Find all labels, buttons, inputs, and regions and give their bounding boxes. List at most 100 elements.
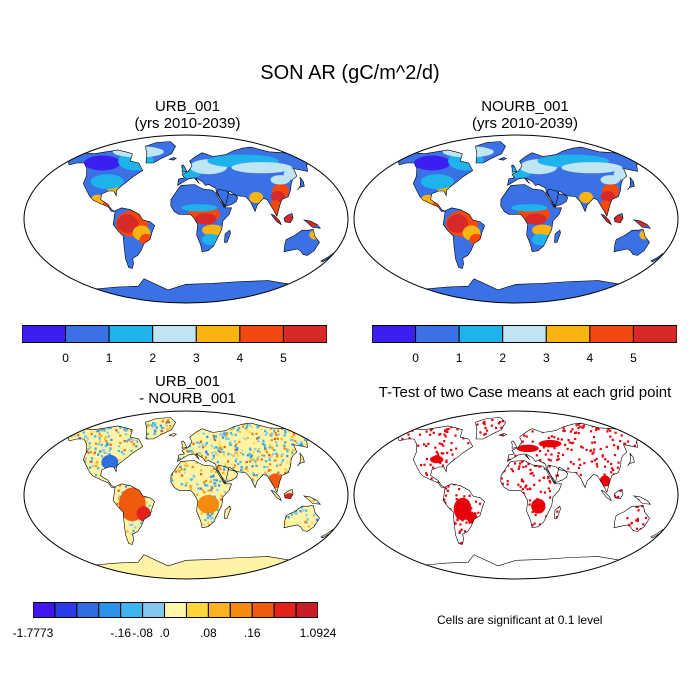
- grid-cell: [95, 474, 97, 476]
- grid-cell: [291, 452, 293, 454]
- grid-cell: [154, 422, 156, 424]
- grid-cell: [264, 444, 266, 446]
- grid-cell: [221, 484, 223, 486]
- grid-cell: [261, 454, 263, 456]
- grid-cell: [256, 443, 258, 445]
- significant-cell: [531, 430, 533, 432]
- grid-cell: [96, 430, 98, 432]
- grid-cell: [217, 454, 219, 456]
- significant-cell: [583, 462, 585, 464]
- grid-cell: [192, 466, 194, 468]
- grid-cell: [202, 446, 204, 448]
- grid-cell: [92, 465, 94, 467]
- grid-cell: [76, 429, 78, 431]
- grid-cell: [288, 516, 290, 518]
- grid-cell: [154, 424, 156, 426]
- significant-cell: [580, 446, 582, 448]
- significant-cell: [434, 447, 436, 449]
- significant-cell: [491, 419, 493, 421]
- significant-cell: [591, 442, 593, 444]
- grid-cell: [108, 435, 110, 437]
- grid-cell: [211, 452, 213, 454]
- colorbar-tick-label: 2: [149, 351, 156, 365]
- significant-cell: [570, 430, 572, 432]
- grid-cell: [109, 447, 111, 449]
- grid-cell: [87, 423, 89, 425]
- significant-cell: [495, 427, 497, 429]
- significant-cell: [486, 430, 488, 432]
- significant-cell: [454, 435, 456, 437]
- colorbar-tick-label: 0: [412, 351, 419, 365]
- grid-cell: [240, 469, 242, 471]
- significant-cell: [613, 444, 615, 446]
- grid-cell: [289, 454, 291, 456]
- grid-cell: [247, 470, 249, 472]
- grid-cell: [255, 463, 257, 465]
- grid-cell: [214, 482, 216, 484]
- colorbar-tick-label: 4: [237, 351, 244, 365]
- grid-cell: [230, 432, 232, 434]
- significant-cell: [469, 495, 471, 497]
- grid-cell: [90, 431, 92, 433]
- grid-cell: [223, 468, 225, 470]
- grid-cell: [265, 460, 267, 462]
- significant-cell: [564, 444, 566, 446]
- grid-cell: [171, 479, 173, 481]
- grid-cell: [301, 444, 303, 446]
- panel-diff-title-line1: URB_001: [25, 373, 350, 390]
- grid-cell: [287, 461, 289, 463]
- ocean: [354, 411, 678, 579]
- grid-cell: [265, 473, 267, 475]
- significant-cell: [521, 461, 523, 463]
- significant-cell: [594, 441, 596, 443]
- grid-cell: [186, 450, 188, 452]
- grid-cell: [117, 431, 119, 433]
- grid-cell: [263, 455, 265, 457]
- grid-cell: [84, 425, 86, 427]
- grid-cell: [220, 498, 222, 500]
- colorbar-swatch: [546, 326, 590, 343]
- land-region-17: [182, 204, 218, 211]
- grid-cell: [251, 465, 253, 467]
- grid-cell: [275, 430, 277, 432]
- grid-cell: [235, 452, 237, 454]
- grid-cell: [94, 435, 96, 437]
- significant-cell: [439, 442, 441, 444]
- significant-cell: [433, 432, 435, 434]
- grid-cell: [50, 545, 52, 547]
- grid-cell: [114, 435, 116, 437]
- grid-cell: [336, 459, 338, 461]
- grid-cell: [211, 487, 213, 489]
- grid-cell: [276, 465, 278, 467]
- grid-cell: [268, 456, 270, 458]
- significant-cell: [574, 438, 576, 440]
- grid-cell: [151, 424, 153, 426]
- significant-cell: [609, 435, 611, 437]
- grid-cell: [310, 522, 312, 524]
- grid-cell: [338, 527, 340, 529]
- land-region-14: [525, 213, 547, 224]
- grid-cell: [204, 486, 206, 488]
- grid-cell: [207, 513, 209, 515]
- colorbar-tick-label: 0: [62, 351, 69, 365]
- significant-cell: [579, 464, 581, 466]
- significant-cell: [519, 486, 521, 488]
- grid-cell: [150, 506, 152, 508]
- grid-cell: [152, 422, 154, 424]
- colorbar-swatch: [196, 326, 240, 343]
- grid-cell: [307, 518, 309, 520]
- grid-cell: [269, 463, 271, 465]
- grid-cell: [101, 449, 103, 451]
- significant-cell: [476, 423, 478, 425]
- grid-cell: [270, 435, 272, 437]
- land-region-1: [414, 156, 450, 171]
- significant-cell: [425, 445, 427, 447]
- grid-cell: [303, 430, 305, 432]
- diff-region-2: [198, 495, 219, 514]
- significant-cell: [547, 450, 549, 452]
- grid-cell: [166, 428, 168, 430]
- significant-cell: [617, 467, 619, 469]
- significant-cell: [423, 443, 425, 445]
- significant-cell: [645, 517, 647, 519]
- significant-cell: [425, 420, 427, 422]
